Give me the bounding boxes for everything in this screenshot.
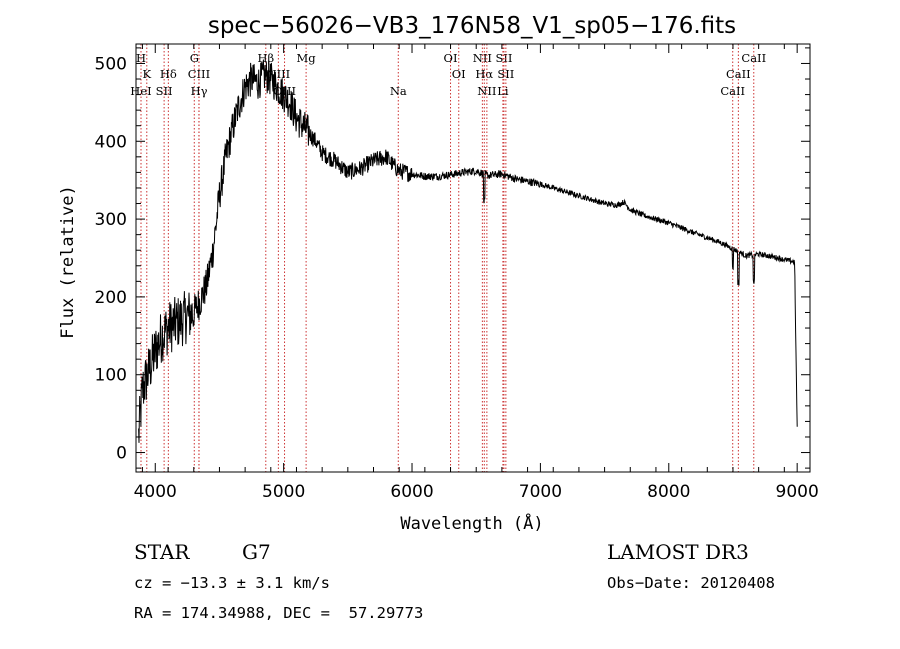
y-tick-label: 100	[95, 366, 127, 386]
spectral-line-label: SII	[497, 67, 514, 81]
spectral-line-label: Hγ	[191, 84, 208, 98]
y-axis-label: Flux (relative)	[58, 185, 78, 339]
spectral-line-label: SII	[156, 84, 173, 98]
spectral-line-label: Li	[497, 84, 509, 98]
x-tick-label: 9000	[776, 482, 819, 502]
x-axis-label: Wavelength (Å)	[400, 512, 543, 534]
spectral-line-label: K	[142, 67, 151, 81]
spectral-line-label: Mg	[297, 51, 317, 65]
spectral-line-label: CaII	[726, 67, 751, 81]
spectrum-series	[138, 59, 798, 443]
spectral-line-label: NII	[477, 84, 496, 98]
spectral-line-label: CIII	[188, 67, 210, 81]
spectral-line-label: OI	[452, 67, 466, 81]
observation-date: Obs−Date: 20120408	[607, 574, 775, 592]
x-tick-label: 5000	[262, 482, 305, 502]
y-tick-label: 400	[95, 132, 127, 152]
x-tick-label: 8000	[647, 482, 690, 502]
spectral-line-label: Na	[390, 84, 407, 98]
survey-name: LAMOST DR3	[607, 540, 749, 564]
y-tick-label: 500	[95, 54, 127, 74]
spectral-line-label: SII	[495, 51, 512, 65]
x-tick-label: 4000	[134, 482, 177, 502]
x-tick-label: 7000	[519, 482, 562, 502]
spectral-line-label: G	[190, 51, 199, 65]
x-tick-label: 6000	[390, 482, 433, 502]
coordinates-readout: RA = 174.34988, DEC = 57.29773	[134, 604, 424, 622]
object-class: STAR	[134, 540, 190, 564]
y-tick-label: 200	[95, 288, 127, 308]
spectral-line-label: CaII	[720, 84, 745, 98]
chart-title: spec−56026−VB3_176N58_V1_sp05−176.fits	[208, 13, 736, 39]
plot-frame	[135, 43, 811, 473]
spectral-line-label: Hδ	[160, 67, 177, 81]
spectral-line-label: Hα	[475, 67, 493, 81]
axis-ticks: 4000 5000 6000 7000 8000 9000 0 100 200 300 400 500	[95, 44, 819, 502]
redshift-readout: cz = −13.3 ± 3.1 km/s	[134, 574, 330, 592]
spectral-line-label: NII	[473, 51, 492, 65]
spectral-line-label: OIII	[273, 84, 296, 98]
object-subclass: G7	[242, 540, 271, 564]
spectral-line-label: HeI	[130, 84, 151, 98]
spectrum-line	[138, 59, 798, 443]
spectral-line-label: CaII	[741, 51, 766, 65]
spectral-line-label: OI	[444, 51, 458, 65]
y-tick-label: 300	[95, 210, 127, 230]
y-tick-label: 0	[116, 444, 127, 464]
